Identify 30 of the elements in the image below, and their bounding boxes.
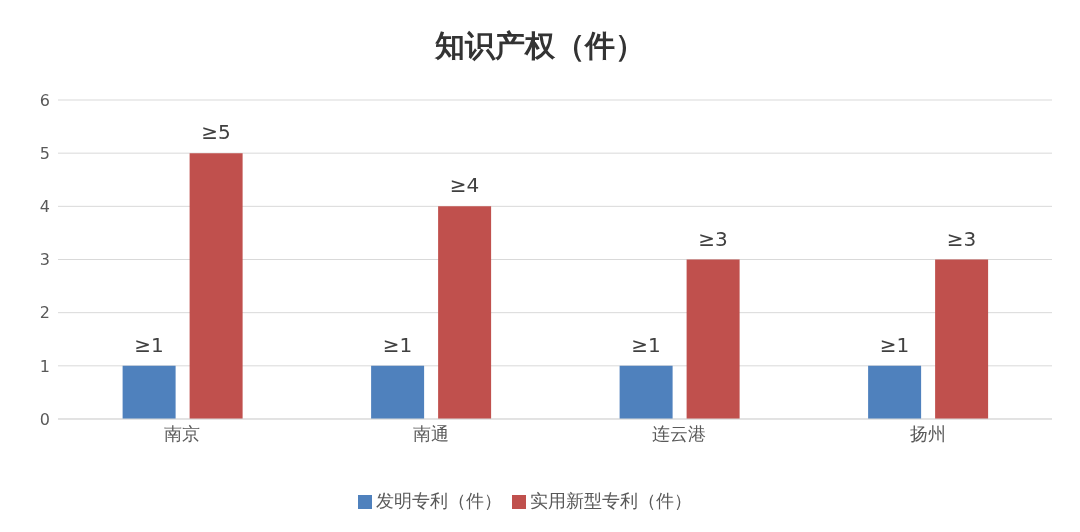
bar (438, 206, 492, 419)
y-tick-label: 2 (39, 303, 50, 323)
bar (371, 365, 425, 419)
data-label: ≥5 (201, 120, 231, 145)
data-label: ≥3 (946, 226, 977, 251)
x-tick-label: 南通 (412, 422, 449, 444)
legend-label: 发明专利（件） (376, 490, 502, 511)
bar (122, 365, 176, 419)
x-tick-label: 连云港 (652, 422, 707, 444)
data-label: ≥3 (698, 226, 728, 251)
y-tick-label: 1 (39, 356, 50, 376)
bar (868, 365, 922, 419)
x-tick-label: 扬州 (909, 422, 946, 444)
data-label: ≥1 (382, 332, 413, 357)
legend-label: 实用新型专利（件） (530, 490, 692, 511)
bar (935, 259, 989, 419)
data-label: ≥4 (449, 173, 480, 198)
x-tick-label: 南京 (164, 422, 201, 444)
y-tick-label: 4 (39, 197, 50, 217)
y-tick-label: 3 (39, 250, 50, 270)
y-tick-label: 6 (39, 90, 50, 110)
bar (189, 153, 243, 419)
y-tick-label: 5 (39, 143, 50, 163)
data-label: ≥1 (134, 332, 164, 357)
data-label: ≥1 (631, 332, 661, 357)
bar (619, 365, 673, 419)
data-label: ≥1 (879, 332, 910, 357)
chart-title: 知识产权（件） (434, 27, 646, 65)
y-tick-label: 0 (39, 409, 50, 429)
bar (686, 259, 740, 419)
